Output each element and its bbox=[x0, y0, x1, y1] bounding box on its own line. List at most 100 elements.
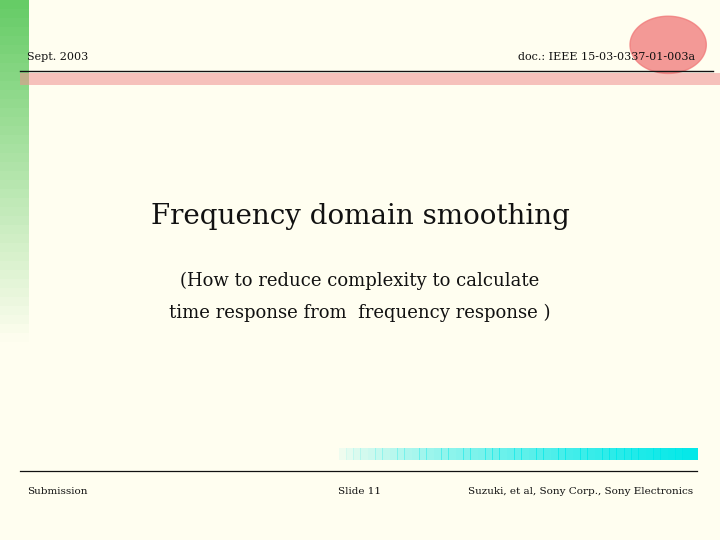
Bar bbox=[353, 448, 361, 460]
Bar bbox=[0, 45, 29, 54]
Bar bbox=[346, 448, 354, 460]
Bar bbox=[0, 315, 29, 324]
Bar bbox=[0, 135, 29, 144]
Bar bbox=[0, 27, 29, 36]
Bar bbox=[616, 448, 624, 460]
Bar bbox=[338, 448, 346, 460]
Bar bbox=[0, 90, 29, 99]
Bar bbox=[0, 63, 29, 72]
Bar bbox=[660, 448, 668, 460]
Bar bbox=[0, 342, 29, 351]
Bar bbox=[653, 448, 661, 460]
Bar bbox=[551, 448, 559, 460]
Text: Sept. 2003: Sept. 2003 bbox=[27, 52, 89, 62]
Bar bbox=[361, 448, 369, 460]
Bar bbox=[397, 448, 405, 460]
Bar bbox=[521, 448, 529, 460]
Bar bbox=[0, 369, 29, 378]
Bar bbox=[412, 448, 420, 460]
Bar bbox=[0, 531, 29, 540]
Bar bbox=[331, 448, 339, 460]
Bar bbox=[609, 448, 617, 460]
Bar bbox=[0, 72, 29, 81]
Text: Suzuki, et al, Sony Corp., Sony Electronics: Suzuki, et al, Sony Corp., Sony Electron… bbox=[467, 487, 693, 496]
Bar bbox=[375, 448, 383, 460]
Bar bbox=[0, 18, 29, 27]
Bar bbox=[0, 207, 29, 216]
Bar bbox=[0, 324, 29, 333]
Bar bbox=[0, 279, 29, 288]
Bar bbox=[0, 297, 29, 306]
Bar bbox=[0, 234, 29, 243]
Bar bbox=[0, 405, 29, 414]
Bar bbox=[667, 448, 676, 460]
Bar bbox=[0, 81, 29, 90]
Bar bbox=[0, 378, 29, 387]
Bar bbox=[0, 306, 29, 315]
Bar bbox=[572, 448, 580, 460]
Bar bbox=[0, 252, 29, 261]
Bar bbox=[0, 387, 29, 396]
Bar bbox=[0, 432, 29, 441]
Bar bbox=[0, 522, 29, 531]
Bar bbox=[449, 448, 456, 460]
Bar bbox=[639, 448, 647, 460]
Bar bbox=[419, 448, 427, 460]
Bar bbox=[0, 171, 29, 180]
Bar bbox=[558, 448, 566, 460]
Bar bbox=[390, 448, 397, 460]
Bar bbox=[0, 108, 29, 117]
Text: Slide 11: Slide 11 bbox=[338, 487, 382, 496]
Bar bbox=[0, 153, 29, 162]
Bar bbox=[0, 225, 29, 234]
Bar bbox=[675, 448, 683, 460]
Bar bbox=[0, 495, 29, 504]
Bar bbox=[0, 486, 29, 495]
Bar bbox=[602, 448, 610, 460]
Bar bbox=[0, 351, 29, 360]
Bar bbox=[0, 423, 29, 432]
Bar bbox=[0, 333, 29, 342]
Bar bbox=[690, 448, 698, 460]
Bar bbox=[0, 396, 29, 405]
Bar bbox=[0, 414, 29, 423]
Bar bbox=[0, 459, 29, 468]
Bar bbox=[544, 448, 552, 460]
Bar bbox=[0, 288, 29, 297]
Bar bbox=[683, 448, 690, 460]
Bar bbox=[580, 448, 588, 460]
Bar bbox=[0, 54, 29, 63]
Bar bbox=[0, 144, 29, 153]
Bar bbox=[528, 448, 536, 460]
Bar bbox=[492, 448, 500, 460]
Text: time response from  frequency response ): time response from frequency response ) bbox=[169, 304, 551, 322]
Bar bbox=[368, 448, 376, 460]
Polygon shape bbox=[630, 16, 706, 73]
Bar bbox=[0, 441, 29, 450]
Bar bbox=[0, 216, 29, 225]
Bar bbox=[507, 448, 515, 460]
Bar bbox=[433, 448, 441, 460]
Bar bbox=[624, 448, 632, 460]
Bar bbox=[0, 162, 29, 171]
Bar bbox=[426, 448, 434, 460]
Bar bbox=[441, 448, 449, 460]
Bar bbox=[470, 448, 478, 460]
Bar bbox=[500, 448, 508, 460]
Bar bbox=[0, 468, 29, 477]
Bar bbox=[456, 448, 464, 460]
Bar bbox=[0, 180, 29, 189]
Bar bbox=[536, 448, 544, 460]
Bar bbox=[0, 198, 29, 207]
Bar bbox=[0, 477, 29, 486]
Text: (How to reduce complexity to calculate: (How to reduce complexity to calculate bbox=[181, 272, 539, 290]
Bar bbox=[382, 448, 390, 460]
Bar bbox=[0, 9, 29, 18]
Bar bbox=[646, 448, 654, 460]
Bar bbox=[514, 448, 522, 460]
Bar bbox=[0, 504, 29, 513]
Bar bbox=[0, 0, 29, 9]
Bar bbox=[0, 513, 29, 522]
Bar bbox=[405, 448, 413, 460]
Bar bbox=[631, 448, 639, 460]
